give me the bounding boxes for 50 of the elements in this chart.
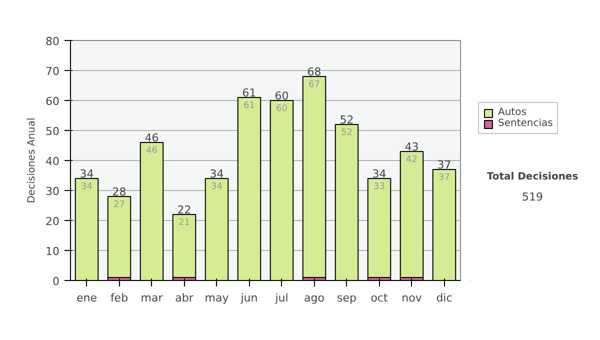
x-tick-label: mar (140, 292, 164, 304)
data-label: 34 (211, 182, 223, 192)
data-label: 27 (114, 200, 125, 210)
data-label: 67 (308, 80, 320, 90)
total-label: 37 (437, 158, 452, 172)
data-label: 21 (178, 218, 190, 228)
total-label: 46 (144, 132, 159, 144)
x-tick-label: may (204, 292, 230, 304)
legend-label: Sentencias (498, 118, 553, 129)
data-label: 52 (341, 128, 352, 138)
data-label: 37 (438, 173, 450, 184)
total-label: 22 (177, 204, 192, 216)
x-tick-label: abr (175, 292, 194, 304)
data-label: 60 (276, 104, 288, 114)
y-tick-label: 30 (46, 185, 60, 198)
y-tick-label: 20 (46, 215, 60, 228)
data-label: 61 (244, 101, 255, 112)
x-tick-label: ago (304, 292, 325, 304)
y-tick-label: 80 (46, 35, 60, 48)
y-axis-title: Decisiones Anual (26, 118, 38, 204)
y-tick-label: 60 (46, 95, 60, 108)
y-tick-label: 10 (46, 245, 60, 258)
x-tick-label: ene (76, 292, 98, 304)
total-label: 28 (112, 186, 126, 198)
data-label: 42 (406, 155, 418, 166)
x-tick-label: nov (402, 292, 422, 304)
total-label: 52 (340, 114, 354, 126)
total-label: 61 (242, 86, 256, 100)
total-label: 34 (372, 168, 386, 180)
total-label: 68 (307, 66, 322, 78)
x-tick-label: oct (370, 292, 388, 304)
data-label: 33 (374, 182, 385, 192)
x-tick-label: sep (337, 292, 357, 304)
total-label: 43 (404, 140, 419, 154)
data-label: 34 (81, 182, 93, 192)
x-tick-label: jul (274, 292, 288, 304)
text: Total Decisiones (486, 172, 578, 182)
legend-label: Autos (498, 107, 526, 118)
y-tick-label: 0 (52, 275, 60, 288)
y-tick-label: 70 (46, 65, 60, 78)
text: 519 (522, 190, 543, 204)
total-label: 34 (80, 168, 94, 180)
total-label: 34 (210, 168, 224, 180)
data-label: 46 (146, 146, 158, 156)
y-tick-label: 40 (46, 155, 60, 168)
x-tick-label: dic (436, 292, 452, 304)
x-tick-label: feb (110, 292, 128, 304)
total-label: 60 (274, 90, 289, 102)
y-tick-label: 50 (46, 125, 60, 138)
x-tick-label: jun (240, 292, 258, 304)
